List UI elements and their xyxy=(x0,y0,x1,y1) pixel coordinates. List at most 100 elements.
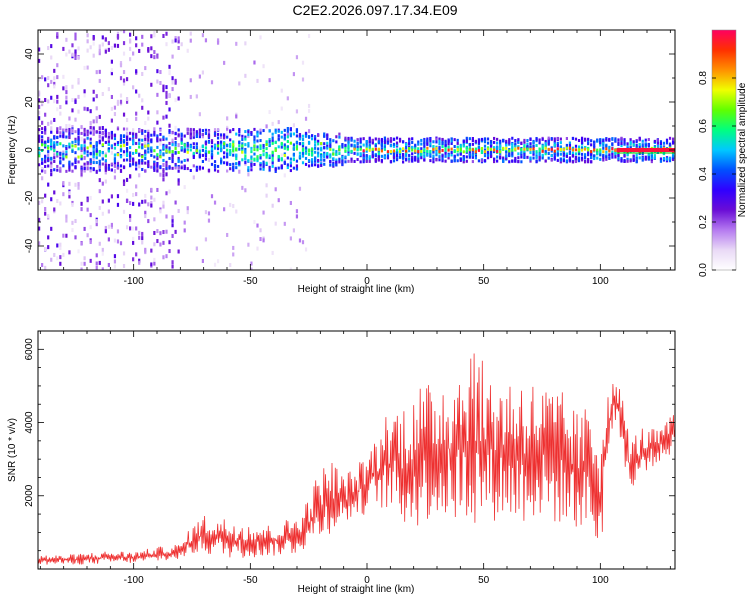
spectrogram-cell xyxy=(459,145,462,149)
spectrogram-cell xyxy=(56,136,59,140)
spectrogram-cell xyxy=(256,155,259,159)
spectrogram-cell xyxy=(41,135,44,139)
spectrogram-cell xyxy=(77,128,80,132)
spectrogram-cell xyxy=(450,139,453,143)
spectrogram-cell xyxy=(186,128,189,132)
spectrogram-cell xyxy=(56,94,59,99)
spectrogram-cell xyxy=(471,142,474,146)
spectrogram-cell xyxy=(122,139,126,143)
spectrogram-cell xyxy=(295,55,299,60)
spectrogram-cell xyxy=(201,134,204,139)
spectrogram-cell xyxy=(341,155,344,159)
spectrogram-cell xyxy=(386,150,390,154)
spectrogram-cell xyxy=(98,159,101,163)
spectrogram-cell xyxy=(38,146,41,150)
spectrogram-cell xyxy=(213,133,217,137)
spectrogram-cell xyxy=(232,140,235,144)
spectrogram-cell xyxy=(220,160,223,164)
spectrogram-cell xyxy=(165,254,168,259)
spectrogram-cell xyxy=(408,149,411,153)
spectrogram-cell xyxy=(408,153,411,157)
spectrogram-cell xyxy=(192,164,195,168)
spectrogram-cell xyxy=(420,153,423,157)
spectrogram-cell xyxy=(92,97,95,102)
spectrogram-cell xyxy=(144,149,147,153)
spectrogram-cell xyxy=(50,44,53,49)
spectrogram-cell xyxy=(132,157,135,161)
spectrogram-cell xyxy=(226,155,229,159)
spectrogram-cell xyxy=(86,48,89,53)
spectrogram-cell xyxy=(395,143,399,147)
spectrogram-cell xyxy=(553,154,556,158)
spectrogram-cell xyxy=(311,134,314,138)
spectrogram-cell xyxy=(614,139,617,143)
spectrogram-cell xyxy=(50,142,53,146)
spectrogram-cell xyxy=(125,97,129,102)
spectrogram-cell xyxy=(580,141,584,145)
spectrogram-cell xyxy=(129,151,132,155)
spectrogram-cell xyxy=(377,157,380,161)
spectrogram-cell xyxy=(226,116,229,121)
spectrogram-cell xyxy=(550,154,553,158)
spectrogram-cell xyxy=(80,267,83,270)
spectrogram-cell xyxy=(80,144,83,148)
spectrogram-cell xyxy=(116,43,120,48)
spectrogram-cell xyxy=(577,152,581,156)
spectrogram-cell xyxy=(74,130,77,134)
spectrogram-cell xyxy=(241,144,244,148)
spectrogram-cell xyxy=(329,163,332,167)
spectrogram-cell xyxy=(423,142,426,146)
spectrogram-cell xyxy=(62,157,65,161)
spectrogram-cell xyxy=(641,139,644,143)
spectrogram-cell xyxy=(107,138,110,143)
spectrogram-cell xyxy=(465,146,468,150)
spectrogram-cell xyxy=(47,83,50,88)
spectrogram-cell xyxy=(486,137,490,141)
spectrogram-cell xyxy=(177,166,180,170)
spectrogram-cell xyxy=(101,126,104,131)
snr-background xyxy=(38,331,675,569)
spectrogram-cell xyxy=(119,155,123,159)
spectrogram-cell xyxy=(505,139,508,143)
spectrogram-cell xyxy=(265,124,268,129)
spectrogram-cell xyxy=(320,146,323,150)
spectrogram-cell xyxy=(250,168,253,172)
spectrogram-cell xyxy=(220,149,223,153)
spectrogram-cell xyxy=(314,135,317,139)
spectrogram-cell xyxy=(192,131,195,135)
spectrogram-cell xyxy=(71,220,74,225)
spectrogram-cell xyxy=(132,128,135,133)
spectrogram-cell xyxy=(207,140,211,144)
spectrogram-cell xyxy=(480,151,484,155)
spectrogram-cell xyxy=(171,264,174,269)
spectrogram-cell xyxy=(365,142,368,146)
spectrogram-cell xyxy=(496,137,499,141)
spectrogram-cell xyxy=(235,148,238,152)
spectrogram-cell xyxy=(365,147,368,151)
spectrogram-cell xyxy=(344,136,347,140)
spectrogram-cell xyxy=(668,156,672,160)
spectrogram-cell xyxy=(474,139,477,143)
spectrogram-cell xyxy=(98,165,101,169)
spectrogram-cell xyxy=(426,149,429,153)
spectrogram-cell xyxy=(298,133,302,137)
spectrogram-cell xyxy=(268,78,271,83)
spectrogram-cell xyxy=(156,137,159,141)
spectrogram-cell xyxy=(47,213,50,218)
spectrogram-cell xyxy=(438,148,441,152)
spectrogram-cell xyxy=(444,159,447,163)
spectrogram-cell xyxy=(83,261,86,266)
spectrogram-cell xyxy=(141,160,144,165)
spectrogram-cell xyxy=(289,161,292,165)
spectrogram-cell xyxy=(614,148,617,152)
spectrogram-cell xyxy=(71,162,74,166)
spectrogram-cell xyxy=(499,139,502,143)
spectrogram-cell xyxy=(235,114,238,119)
colorbar: 0.00.20.40.60.8 Normalized spectral ampl… xyxy=(698,29,748,277)
spectrogram-cell xyxy=(47,182,50,187)
spectrogram-cell xyxy=(138,153,141,157)
spectrogram-cell xyxy=(141,34,144,39)
spectrogram-cell xyxy=(95,70,98,75)
spectrogram-cell xyxy=(544,139,547,143)
spectrogram-cell xyxy=(292,228,295,233)
